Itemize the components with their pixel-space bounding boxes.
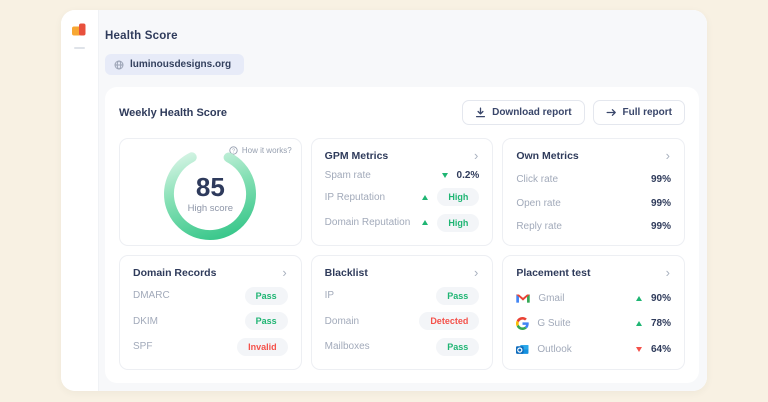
own-metrics-title: Own Metrics bbox=[516, 150, 579, 162]
trend-up-icon bbox=[635, 321, 642, 326]
metric-value: 99% bbox=[650, 174, 671, 186]
blacklist-tile: Blacklist › IP Pass Domain Detected Ma bbox=[310, 255, 494, 370]
metric-row: Reply rate 99% bbox=[516, 221, 671, 232]
gsuite-icon bbox=[516, 317, 530, 330]
trend-up-icon bbox=[422, 220, 429, 226]
section-title: Weekly Health Score bbox=[119, 106, 228, 119]
metric-label: Mailboxes bbox=[324, 341, 370, 353]
sidebar bbox=[61, 10, 99, 391]
metric-row: Domain Detected bbox=[324, 312, 480, 331]
metric-row: IP Reputation High bbox=[324, 188, 480, 207]
gpm-metrics-title: GPM Metrics bbox=[324, 150, 389, 162]
metric-label: IP Reputation bbox=[324, 191, 386, 203]
status-badge: Pass bbox=[244, 312, 288, 331]
domain-records-title: Domain Records bbox=[133, 267, 217, 279]
domain-records-tile: Domain Records › DMARC Pass DKIM Pass bbox=[119, 255, 302, 370]
download-report-label: Download report bbox=[492, 107, 572, 118]
trend-down-icon bbox=[635, 347, 642, 352]
download-report-button[interactable]: Download report bbox=[462, 100, 585, 125]
globe-icon bbox=[114, 60, 124, 69]
status-badge: Invalid bbox=[237, 337, 288, 356]
content-area: Health Score luminousdesigns.org Weekly … bbox=[99, 10, 707, 391]
full-report-button[interactable]: Full report bbox=[592, 100, 685, 125]
app-window: Health Score luminousdesigns.org Weekly … bbox=[61, 10, 707, 391]
metric-row: G Suite 78% bbox=[516, 317, 671, 330]
chevron-right-icon[interactable]: › bbox=[473, 265, 479, 280]
metric-row: Open rate 99% bbox=[516, 198, 671, 209]
metric-value: 99% bbox=[650, 220, 671, 232]
metric-row: IP Pass bbox=[324, 286, 480, 305]
metric-row: Spam rate 0.2% bbox=[325, 170, 480, 181]
provider-label: Gmail bbox=[538, 292, 565, 304]
status-badge: Detected bbox=[419, 312, 480, 331]
weekly-health-score-card: Weekly Health Score Download report bbox=[105, 87, 699, 383]
chevron-right-icon[interactable]: › bbox=[665, 265, 670, 280]
metric-label: Domain bbox=[324, 315, 360, 327]
metric-value: 90% bbox=[650, 292, 671, 304]
metric-label: SPF bbox=[133, 341, 153, 353]
health-score-value: 85 bbox=[195, 172, 225, 202]
metric-value: 78% bbox=[650, 318, 671, 329]
chevron-right-icon[interactable]: › bbox=[282, 265, 287, 280]
gauge-ring bbox=[164, 148, 257, 240]
trend-up-icon bbox=[635, 295, 642, 301]
domain-selector-chip[interactable]: luminousdesigns.org bbox=[105, 54, 245, 75]
placement-test-title: Placement test bbox=[516, 267, 591, 279]
metric-row: Domain Reputation High bbox=[324, 213, 480, 232]
metric-label: Domain Reputation bbox=[324, 217, 411, 229]
metric-row: Gmail 90% bbox=[516, 292, 671, 304]
score-gauge: 85 High score bbox=[163, 147, 257, 241]
metric-label: DMARC bbox=[133, 290, 170, 302]
own-metrics-tile: Own Metrics › Click rate 99% Open rate 9… bbox=[502, 138, 685, 246]
placement-test-tile: Placement test › Gm bbox=[502, 255, 685, 370]
brand-logo-icon[interactable] bbox=[71, 22, 88, 38]
status-badge: Pass bbox=[436, 337, 480, 356]
provider-label: Outlook bbox=[537, 344, 572, 355]
arrow-right-icon bbox=[606, 109, 616, 116]
health-score-caption: High score bbox=[187, 203, 234, 214]
status-badge: Pass bbox=[244, 286, 288, 305]
chevron-right-icon[interactable]: › bbox=[473, 148, 479, 163]
metric-value: 0.2% bbox=[456, 169, 480, 181]
status-badge: Pass bbox=[436, 286, 480, 305]
metric-row: DMARC Pass bbox=[133, 286, 288, 305]
full-report-label: Full report bbox=[622, 107, 672, 118]
trend-up-icon bbox=[422, 194, 429, 200]
provider-label: G Suite bbox=[537, 318, 571, 329]
card-header: Weekly Health Score Download report bbox=[119, 100, 685, 125]
page-title: Health Score bbox=[105, 30, 178, 42]
domain-chip-label: luminousdesigns.org bbox=[130, 59, 232, 70]
metric-row: SPF Invalid bbox=[133, 337, 288, 356]
gauge-center: 85 High score bbox=[163, 147, 257, 241]
metric-value: 99% bbox=[650, 197, 671, 209]
metric-row: Outlook 64% bbox=[516, 343, 671, 356]
metric-label: Open rate bbox=[516, 197, 561, 209]
metric-label: IP bbox=[324, 290, 335, 302]
gpm-metrics-tile: GPM Metrics › Spam rate 0.2% IP Reputati… bbox=[310, 138, 494, 246]
sidebar-collapsed-menu-item[interactable] bbox=[74, 47, 85, 49]
report-actions: Download report Full report bbox=[462, 100, 685, 125]
health-score-gauge-tile: ? How it works? bbox=[119, 138, 302, 246]
blacklist-title: Blacklist bbox=[324, 267, 368, 279]
metric-label: DKIM bbox=[133, 315, 158, 327]
metric-row: Click rate 99% bbox=[516, 174, 671, 185]
metric-label: Reply rate bbox=[516, 220, 562, 232]
metric-row: Mailboxes Pass bbox=[324, 337, 480, 356]
chevron-right-icon[interactable]: › bbox=[665, 148, 670, 163]
how-it-works-label: How it works? bbox=[241, 146, 292, 155]
metric-label: Spam rate bbox=[324, 169, 371, 181]
metric-label: Click rate bbox=[516, 174, 559, 186]
status-badge: High bbox=[437, 213, 480, 232]
svg-text:?: ? bbox=[232, 148, 235, 154]
trend-down-icon bbox=[441, 172, 448, 178]
outlook-icon bbox=[516, 345, 529, 354]
metric-value: 64% bbox=[650, 344, 671, 355]
gmail-icon bbox=[516, 294, 531, 303]
metrics-grid: ? How it works? bbox=[119, 138, 685, 370]
download-icon bbox=[476, 107, 486, 118]
status-badge: High bbox=[437, 188, 480, 207]
metric-row: DKIM Pass bbox=[133, 312, 288, 331]
